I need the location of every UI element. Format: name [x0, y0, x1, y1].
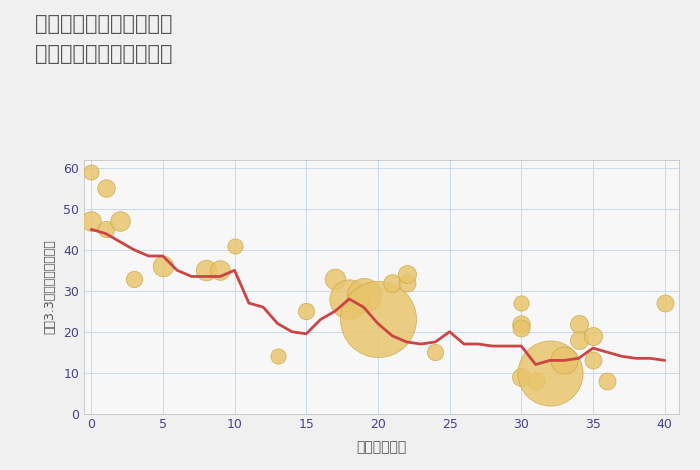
Point: [329, 275, 340, 282]
Point: [573, 336, 584, 344]
X-axis label: 築年数（年）: 築年数（年）: [356, 440, 407, 454]
Point: [516, 373, 527, 381]
Point: [100, 226, 111, 233]
Point: [300, 307, 312, 315]
Point: [386, 279, 398, 286]
Point: [430, 348, 441, 356]
Point: [344, 295, 355, 303]
Point: [215, 266, 226, 274]
Point: [129, 275, 140, 282]
Y-axis label: 坪（3.3㎡）単価（万円）: 坪（3.3㎡）単価（万円）: [43, 239, 56, 334]
Point: [85, 218, 97, 225]
Point: [372, 316, 384, 323]
Point: [516, 324, 527, 331]
Point: [114, 218, 125, 225]
Point: [659, 299, 671, 307]
Point: [545, 369, 556, 376]
Point: [100, 185, 111, 192]
Point: [573, 320, 584, 327]
Point: [587, 332, 598, 340]
Point: [401, 279, 412, 286]
Point: [530, 377, 541, 384]
Point: [587, 357, 598, 364]
Point: [358, 291, 369, 298]
Point: [272, 352, 284, 360]
Point: [200, 266, 211, 274]
Point: [559, 357, 570, 364]
Point: [516, 320, 527, 327]
Point: [158, 262, 169, 270]
Point: [85, 168, 97, 176]
Point: [602, 377, 613, 384]
Point: [516, 299, 527, 307]
Point: [401, 271, 412, 278]
Text: 兵庫県西脇市高田井町の
築年数別中古戸建て価格: 兵庫県西脇市高田井町の 築年数別中古戸建て価格: [35, 14, 172, 64]
Point: [229, 242, 240, 250]
